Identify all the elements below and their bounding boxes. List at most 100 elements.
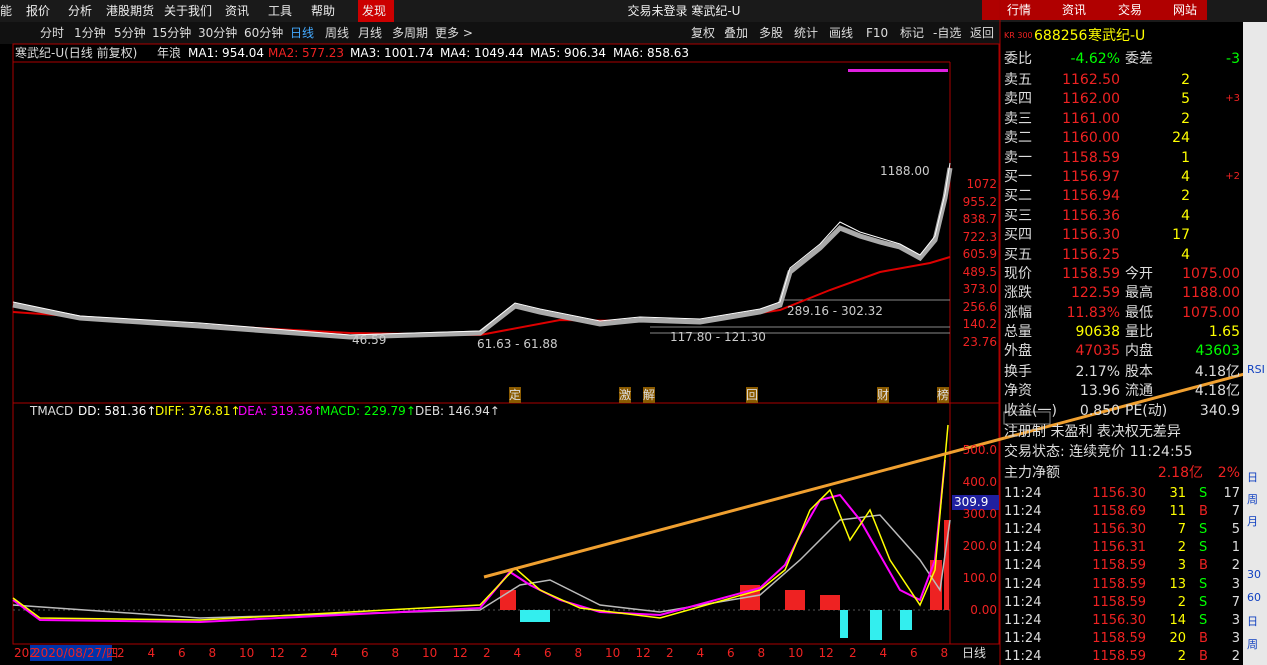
period-tab[interactable]: 分时 xyxy=(40,26,65,40)
top-button[interactable]: 网站 xyxy=(1173,3,1198,17)
trend-line xyxy=(483,366,1267,579)
stat-label: 内盘 xyxy=(1125,343,1153,360)
menu-item[interactable]: 能 xyxy=(0,4,13,18)
stat-value: 1.65 xyxy=(1208,323,1240,340)
tool-button[interactable]: 标记 xyxy=(900,26,925,40)
stock-code: 688256 xyxy=(1034,28,1088,44)
book-label: 买三 xyxy=(1004,207,1032,224)
menu-item[interactable]: 报价 xyxy=(26,4,51,18)
book-change: +2 xyxy=(1225,171,1240,182)
tool-button[interactable]: 画线 xyxy=(829,26,854,40)
book-volume: 5 xyxy=(1181,91,1190,108)
period-tab[interactable]: 日线 xyxy=(290,26,315,40)
date-tick: 6 xyxy=(727,646,735,660)
date-tick: 12 xyxy=(269,646,285,660)
sidebar-button[interactable]: 日 xyxy=(1247,615,1258,628)
period-tab[interactable]: 5分钟 xyxy=(114,26,146,40)
date-box xyxy=(30,645,112,661)
top-button[interactable]: 资讯 xyxy=(1062,3,1087,17)
book-price: 1162.00 xyxy=(1062,91,1120,108)
price-band xyxy=(12,167,953,340)
date-tick: 6 xyxy=(178,646,186,660)
price-tick: 140.2 xyxy=(962,317,997,331)
event-marker[interactable]: 榜 xyxy=(937,387,950,403)
book-volume: 2 xyxy=(1181,72,1190,88)
book-price: 1156.94 xyxy=(1062,188,1120,205)
menu-item[interactable]: 分析 xyxy=(68,4,93,18)
tool-button[interactable]: 统计 xyxy=(794,26,819,40)
sidebar-button[interactable]: 周 xyxy=(1247,638,1258,651)
stat-value: 11.83% xyxy=(1066,304,1120,321)
event-marker[interactable]: 激 xyxy=(619,387,632,403)
menu-item[interactable]: 帮助 xyxy=(311,4,336,18)
stat-label: 换手 xyxy=(1004,364,1032,380)
indicator: 年浪 xyxy=(157,46,182,60)
macd-tick: 400.0 xyxy=(962,475,997,489)
menu-item[interactable]: 资讯 xyxy=(225,4,250,18)
price-tick: 23.76 xyxy=(962,334,997,349)
stat-value: 43603 xyxy=(1195,343,1240,360)
menu-item[interactable]: 港股期货 xyxy=(106,4,155,18)
stat-label: 外盘 xyxy=(1004,343,1032,360)
macd-value: MACD: 229.79↑ xyxy=(320,404,416,418)
tool-button[interactable]: 多股 xyxy=(759,26,784,40)
trade-count: 1 xyxy=(1231,540,1240,556)
macd-tick: 0.00 xyxy=(970,603,997,617)
trade-side: S xyxy=(1199,594,1208,610)
price-tick: 838.7 xyxy=(962,212,997,226)
period-tab[interactable]: 更多 > xyxy=(435,26,473,40)
sidebar-button[interactable]: 日 xyxy=(1247,471,1258,484)
trade-price: 1158.69 xyxy=(1092,504,1146,520)
trade-status: 交易状态: 连续竞价 11:24:55 xyxy=(1004,444,1193,460)
sidebar-button[interactable]: 60 xyxy=(1247,591,1261,604)
toolbar xyxy=(0,22,1000,44)
sidebar-button[interactable]: 周 xyxy=(1247,493,1258,506)
stat-label: 总量 xyxy=(1004,323,1032,340)
date-tick: 2 xyxy=(849,646,857,660)
event-marker[interactable]: 解 xyxy=(643,387,656,403)
sidebar-button[interactable]: 30 xyxy=(1247,568,1261,581)
macd-value: DEB: 146.94↑ xyxy=(415,404,500,418)
period-tab[interactable]: 多周期 xyxy=(392,26,429,40)
sidebar-button[interactable]: 月 xyxy=(1247,515,1258,528)
sidebar-button[interactable]: RSI xyxy=(1247,363,1265,376)
tool-button[interactable]: F10 xyxy=(866,26,889,40)
tool-button[interactable]: 返回 xyxy=(970,26,995,40)
stat-label: 今开 xyxy=(1125,266,1153,282)
period-tab[interactable]: 1分钟 xyxy=(74,26,106,40)
stat-value: 4.18亿 xyxy=(1194,383,1240,400)
trade-price: 1158.59 xyxy=(1092,630,1146,646)
trade-time: 11:24 xyxy=(1004,540,1042,556)
ratio-label: 委差 xyxy=(1125,51,1153,67)
trade-side: B xyxy=(1199,504,1208,520)
top-button[interactable]: 行情 xyxy=(1007,3,1032,17)
tool-button[interactable]: 叠加 xyxy=(724,26,749,40)
menu-item[interactable]: 工具 xyxy=(268,4,293,18)
menu-item[interactable]: 关于我们 xyxy=(164,4,213,18)
tool-button[interactable]: -自选 xyxy=(933,26,962,40)
period-tab[interactable]: 15分钟 xyxy=(152,26,192,40)
event-marker[interactable]: 回 xyxy=(746,387,759,403)
period-tab[interactable]: 30分钟 xyxy=(198,26,238,40)
date-tick: 202 xyxy=(14,646,37,660)
tool-button[interactable]: 复权 xyxy=(691,26,716,40)
event-marker[interactable]: 定 xyxy=(509,387,522,403)
trade-volume: 11 xyxy=(1169,504,1186,520)
menu-item[interactable]: 发现 xyxy=(362,4,387,18)
top-button[interactable]: 交易 xyxy=(1118,3,1143,17)
stat-label: 最低 xyxy=(1125,304,1153,321)
event-marker[interactable]: 财 xyxy=(877,387,890,403)
stat-label: 涨幅 xyxy=(1004,304,1032,321)
stat-label: PE(动) xyxy=(1125,402,1168,419)
stat-label: 收益(一) xyxy=(1004,402,1057,419)
macd-tick: 500.0 xyxy=(962,443,997,457)
date-tick: 4 xyxy=(696,646,705,660)
stat-value: 4.18亿 xyxy=(1194,364,1240,380)
period-tab[interactable]: 月线 xyxy=(358,26,383,40)
book-label: 买二 xyxy=(1004,188,1032,205)
macd-current: 309.9 xyxy=(954,495,989,509)
ratio-value: -3 xyxy=(1226,51,1240,67)
period-tab[interactable]: 周线 xyxy=(325,26,350,40)
trade-volume: 14 xyxy=(1169,612,1186,628)
period-tab[interactable]: 60分钟 xyxy=(244,26,284,40)
